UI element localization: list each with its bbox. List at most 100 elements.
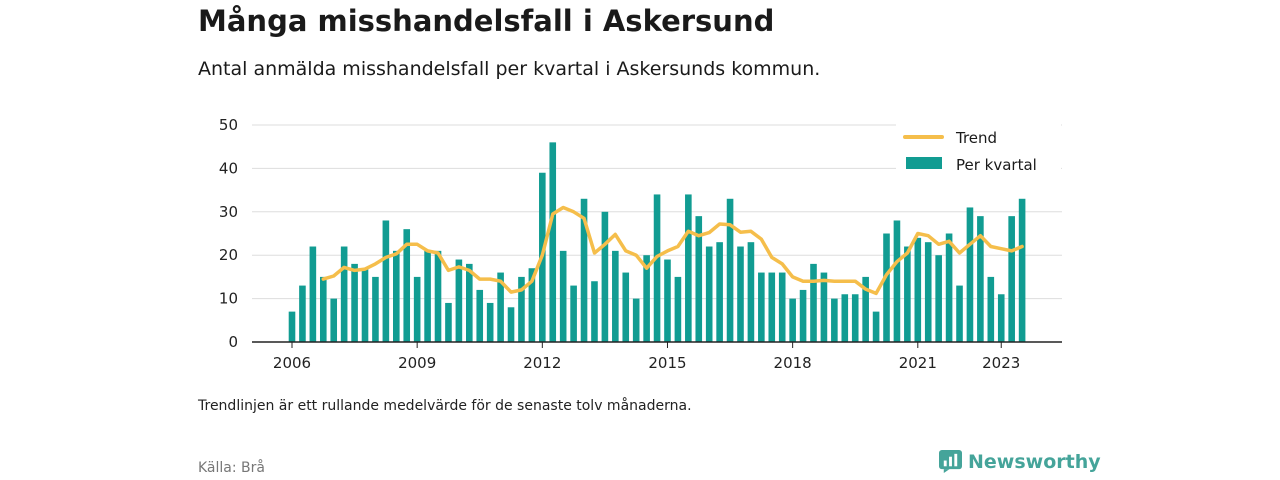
legend-trend-label: Trend xyxy=(955,129,997,147)
bar xyxy=(747,242,755,342)
bar xyxy=(664,259,671,342)
legend-bar-label: Per kvartal xyxy=(956,156,1037,174)
bar xyxy=(716,242,723,342)
y-tick-label: 20 xyxy=(219,246,238,264)
bar xyxy=(455,259,463,342)
bar xyxy=(466,263,473,342)
bar xyxy=(351,263,358,342)
bar xyxy=(497,272,504,342)
bar xyxy=(904,246,911,342)
trend-series xyxy=(321,205,1024,296)
bar xyxy=(924,242,932,342)
bar xyxy=(424,250,431,342)
bar xyxy=(549,142,557,342)
bar xyxy=(413,276,421,342)
bar xyxy=(486,302,494,342)
bar xyxy=(340,246,348,342)
bar xyxy=(382,220,390,342)
y-tick-label: 10 xyxy=(219,290,238,308)
bar xyxy=(977,216,984,342)
y-tick-label: 30 xyxy=(219,203,238,221)
bar xyxy=(476,289,484,342)
brand[interactable]: Newsworthy xyxy=(939,450,1101,473)
source-label: Källa: Brå xyxy=(198,460,265,476)
y-tick-label: 0 xyxy=(228,333,238,351)
bar xyxy=(403,229,411,342)
x-tick-label: 2006 xyxy=(273,354,311,372)
bar-series xyxy=(288,142,1026,342)
bar xyxy=(288,311,296,342)
bar xyxy=(799,289,807,342)
bar xyxy=(518,276,525,342)
bar xyxy=(883,233,890,342)
bar xyxy=(643,255,650,342)
bar xyxy=(434,250,442,342)
bar xyxy=(685,194,692,342)
bar xyxy=(580,198,588,342)
bar xyxy=(361,268,369,342)
bar xyxy=(601,211,609,342)
bar xyxy=(319,276,327,342)
bar xyxy=(893,220,901,342)
bar xyxy=(393,250,400,342)
bar xyxy=(966,207,974,342)
bar xyxy=(997,294,1005,342)
x-tick-label: 2012 xyxy=(523,354,561,372)
bar xyxy=(1018,198,1026,342)
bar xyxy=(831,298,838,342)
footnote: Trendlinjen är ett rullande medelvärde f… xyxy=(198,398,692,414)
chart-title: Många misshandelsfall i Askersund xyxy=(198,4,775,38)
legend-bar-swatch xyxy=(906,157,942,169)
bar xyxy=(841,294,849,342)
trend-line xyxy=(321,205,1024,296)
x-tick-label: 2009 xyxy=(398,354,436,372)
x-tick-label: 2021 xyxy=(899,354,937,372)
y-tick-label: 40 xyxy=(219,159,238,177)
bar xyxy=(1008,216,1015,342)
bar xyxy=(299,285,306,342)
bar xyxy=(820,272,828,342)
bar xyxy=(507,307,515,342)
bar xyxy=(778,272,786,342)
x-tick-label: 2023 xyxy=(982,354,1020,372)
bar xyxy=(653,194,661,342)
bar xyxy=(570,285,577,342)
bar xyxy=(309,246,317,342)
bar xyxy=(674,276,682,342)
x-tick-label: 2015 xyxy=(648,354,686,372)
y-tick-label: 50 xyxy=(219,116,238,134)
bar xyxy=(622,272,630,342)
bar xyxy=(914,237,922,342)
bar xyxy=(330,298,338,342)
brand-name: Newsworthy xyxy=(968,450,1101,473)
bar xyxy=(956,285,963,342)
chart-subtitle: Antal anmälda misshandelsfall per kvarta… xyxy=(198,58,821,80)
bar xyxy=(945,233,953,342)
bar xyxy=(705,246,713,342)
bar xyxy=(768,272,776,342)
bar xyxy=(695,216,703,342)
legend: Trend Per kvartal xyxy=(896,121,1061,181)
bar xyxy=(987,276,995,342)
bar xyxy=(758,272,765,342)
bar xyxy=(559,250,567,342)
y-axis: 0 10 20 30 40 50 xyxy=(219,116,238,351)
x-axis: 2006 2009 2012 2015 2018 2021 2023 xyxy=(252,341,1062,372)
legend-background xyxy=(896,121,1061,181)
x-tick-label: 2018 xyxy=(774,354,812,372)
bar xyxy=(528,268,536,342)
bar xyxy=(851,294,859,342)
bar xyxy=(737,246,744,342)
bar xyxy=(789,298,796,342)
bar xyxy=(810,263,817,342)
bar xyxy=(591,281,598,342)
bar xyxy=(632,298,640,342)
bar xyxy=(872,311,880,342)
bar xyxy=(862,276,869,342)
bar xyxy=(445,302,452,342)
bar xyxy=(372,276,379,342)
bar xyxy=(612,250,619,342)
bar-chart: 0 10 20 30 40 50 2006 2009 2012 2015 2018 2021 2023… xyxy=(219,116,1062,372)
bar xyxy=(935,255,942,342)
bar xyxy=(726,198,734,342)
